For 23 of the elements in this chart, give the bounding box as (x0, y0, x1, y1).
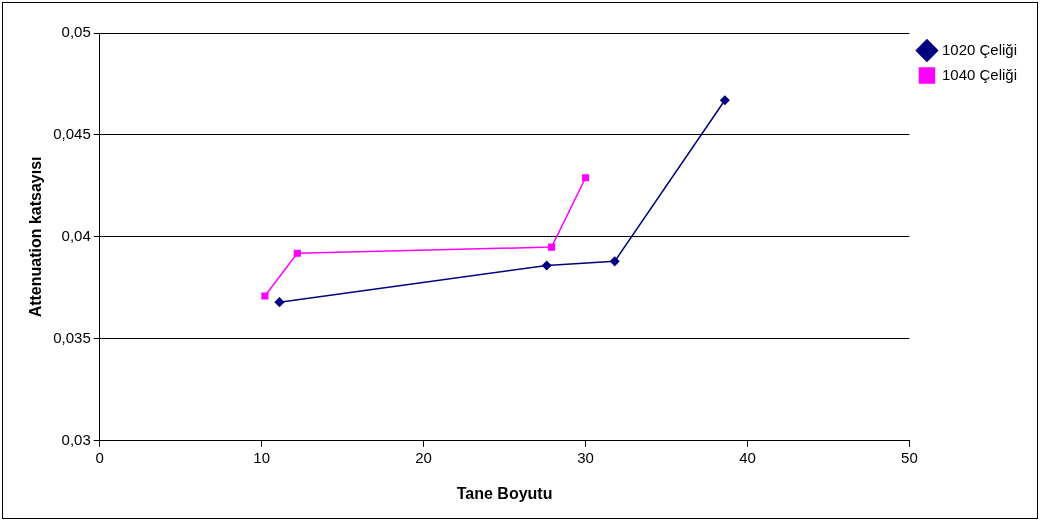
legend-label: 1020 Çeliği (941, 40, 1018, 58)
x-tick-label: 10 (253, 448, 271, 466)
y-tick-label: 0,035 (53, 328, 91, 346)
point (293, 249, 301, 257)
point (581, 174, 590, 182)
legend-label: 1040 Çeliği (941, 65, 1018, 83)
point (547, 243, 556, 251)
point (274, 297, 285, 307)
point (261, 292, 269, 300)
x-axis-title: Tane Boyutu (456, 484, 553, 502)
x-tick-label: 0 (95, 448, 104, 466)
y-tick-label: 0,045 (53, 125, 91, 143)
y-axis-title: Attenuation katsayısı (27, 156, 45, 318)
x-tick-label: 40 (739, 448, 756, 466)
x-tick-label: 50 (901, 448, 918, 466)
x-tick-label: 20 (415, 448, 432, 466)
y-tick-label: 0,04 (61, 227, 91, 245)
x-tick-label: 30 (577, 448, 594, 466)
y-tick-label: 0,03 (61, 430, 91, 448)
point (609, 256, 620, 267)
y-tick-label: 0,05 (61, 23, 91, 41)
point (720, 95, 730, 106)
point (541, 260, 552, 271)
